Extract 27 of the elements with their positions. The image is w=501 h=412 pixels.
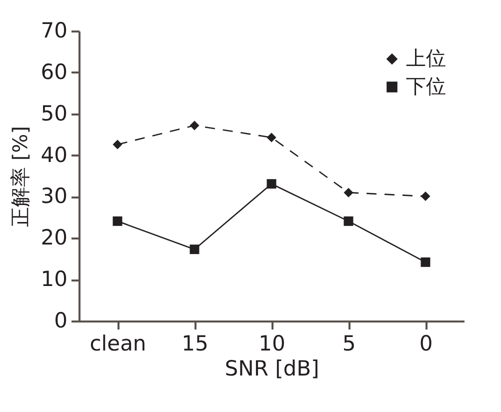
- y-tick-label: 60: [40, 60, 68, 84]
- y-tick-label: 20: [40, 226, 68, 250]
- point: [190, 120, 200, 130]
- y-axis-title: 正解率 [%]: [8, 126, 32, 227]
- y-tick-label: 40: [40, 142, 68, 167]
- x-tick-label: 5: [342, 332, 356, 356]
- y-tick-label: 70: [40, 18, 68, 42]
- y-tick-label: 10: [40, 267, 68, 292]
- y-tick-label: 30: [40, 184, 68, 208]
- x-tick-label: 10: [258, 332, 286, 356]
- point: [420, 257, 430, 267]
- x-tick-label: 15: [182, 332, 208, 356]
- legend-label: 上位: [406, 46, 446, 70]
- x-axis-title: SNR [dB]: [224, 356, 320, 380]
- point: [266, 132, 276, 142]
- point: [420, 192, 430, 202]
- point: [266, 179, 276, 189]
- point: [344, 216, 354, 226]
- y-tick-label: 50: [40, 101, 68, 126]
- x-tick-label: clean: [90, 332, 146, 356]
- point: [344, 188, 354, 198]
- point: [112, 216, 122, 226]
- legend-label: 下位: [406, 74, 446, 98]
- point: [112, 140, 122, 150]
- y-tick-label: 0: [54, 308, 68, 332]
- point: [190, 244, 200, 254]
- x-tick-label: 0: [419, 332, 433, 356]
